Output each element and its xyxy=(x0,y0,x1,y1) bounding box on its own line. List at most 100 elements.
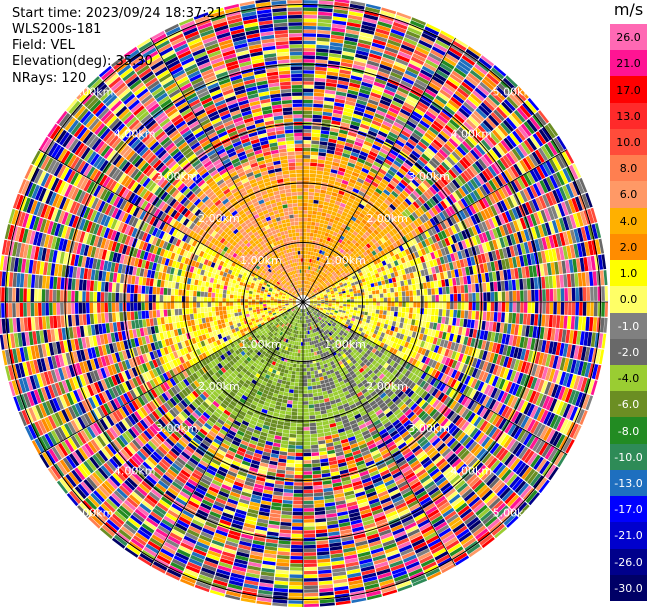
velocity-gate xyxy=(467,227,475,237)
velocity-gate xyxy=(329,259,333,264)
velocity-gate xyxy=(439,430,448,440)
velocity-gate xyxy=(368,331,374,337)
velocity-gate xyxy=(312,312,316,316)
velocity-gate xyxy=(522,254,529,266)
velocity-gate xyxy=(367,287,372,292)
velocity-gate xyxy=(488,114,500,127)
velocity-gate xyxy=(379,529,392,537)
velocity-gate xyxy=(328,268,333,272)
velocity-gate xyxy=(432,215,440,225)
velocity-gate xyxy=(425,23,441,33)
velocity-gate xyxy=(309,258,312,263)
velocity-gate xyxy=(422,477,433,487)
velocity-gate xyxy=(325,261,329,265)
velocity-gate xyxy=(304,280,307,284)
velocity-gate xyxy=(388,340,394,347)
velocity-gate xyxy=(478,467,489,479)
velocity-gate xyxy=(314,343,318,348)
velocity-gate xyxy=(362,239,369,246)
velocity-gate xyxy=(387,553,401,561)
velocity-gate xyxy=(377,462,387,470)
velocity-gate xyxy=(345,494,356,500)
velocity-gate xyxy=(326,362,332,367)
velocity-gate xyxy=(318,11,333,16)
velocity-gate xyxy=(433,169,442,179)
velocity-gate xyxy=(306,293,310,297)
velocity-gate xyxy=(421,232,428,240)
velocity-gate xyxy=(326,408,333,414)
velocity-gate xyxy=(365,106,377,113)
velocity-gate xyxy=(434,390,442,399)
velocity-gate xyxy=(393,287,398,292)
velocity-gate xyxy=(309,322,312,326)
velocity-gate xyxy=(501,489,514,502)
velocity-gate xyxy=(338,282,343,286)
velocity-gate xyxy=(347,231,353,237)
velocity-gate xyxy=(311,293,315,296)
velocity-gate xyxy=(332,303,336,306)
velocity-gate xyxy=(518,446,529,460)
velocity-gate xyxy=(331,364,337,369)
velocity-gate xyxy=(401,228,408,236)
velocity-gate xyxy=(383,333,389,339)
velocity-gate xyxy=(488,497,501,510)
velocity-gate xyxy=(487,385,495,397)
velocity-gate xyxy=(464,397,472,408)
velocity-gate xyxy=(365,529,379,537)
velocity-gate xyxy=(303,225,307,229)
velocity-gate xyxy=(359,505,371,512)
velocity-gate xyxy=(346,22,361,28)
velocity-gate xyxy=(337,221,343,227)
velocity-gate xyxy=(421,32,436,43)
velocity-gate xyxy=(485,424,495,436)
velocity-gate xyxy=(432,547,447,558)
velocity-gate xyxy=(313,297,317,300)
velocity-gate xyxy=(541,353,548,366)
velocity-gate xyxy=(462,452,473,463)
velocity-gate xyxy=(396,505,409,514)
velocity-gate xyxy=(355,50,369,57)
velocity-gate xyxy=(313,233,318,238)
velocity-gate xyxy=(337,246,342,252)
velocity-gate xyxy=(348,579,363,586)
velocity-gate xyxy=(359,259,365,264)
velocity-gate xyxy=(430,141,441,151)
velocity-gate xyxy=(552,315,557,328)
velocity-gate xyxy=(324,306,328,309)
velocity-gate xyxy=(343,325,348,330)
velocity-gate xyxy=(373,368,380,375)
velocity-gate xyxy=(476,418,485,429)
velocity-gate xyxy=(441,279,446,287)
velocity-gate xyxy=(506,323,512,334)
velocity-gate xyxy=(438,527,452,538)
velocity-gate xyxy=(333,289,338,292)
velocity-gate xyxy=(376,198,384,205)
velocity-gate xyxy=(543,327,549,340)
velocity-gate xyxy=(414,235,421,244)
velocity-gate xyxy=(349,419,357,426)
velocity-gate xyxy=(367,130,378,137)
velocity-gate xyxy=(401,385,409,393)
velocity-gate xyxy=(391,302,395,307)
velocity-gate xyxy=(320,295,324,298)
velocity-gate xyxy=(544,340,551,354)
velocity-gate xyxy=(427,228,434,237)
velocity-gate xyxy=(320,304,325,307)
velocity-gate xyxy=(455,64,469,75)
velocity-gate xyxy=(333,257,338,262)
velocity-gate xyxy=(335,303,340,306)
velocity-gate xyxy=(334,102,345,108)
velocity-gate xyxy=(368,267,374,272)
velocity-gate xyxy=(554,261,560,275)
velocity-gate xyxy=(504,421,514,434)
velocity-gate xyxy=(480,210,488,221)
velocity-gate xyxy=(318,204,324,209)
velocity-gate xyxy=(290,426,297,431)
velocity-gate xyxy=(549,288,554,302)
velocity-gate xyxy=(507,455,518,468)
velocity-gate xyxy=(493,482,506,494)
velocity-gate xyxy=(330,553,344,559)
velocity-gate xyxy=(364,288,368,292)
velocity-gate xyxy=(362,116,373,123)
velocity-gate xyxy=(565,183,575,198)
